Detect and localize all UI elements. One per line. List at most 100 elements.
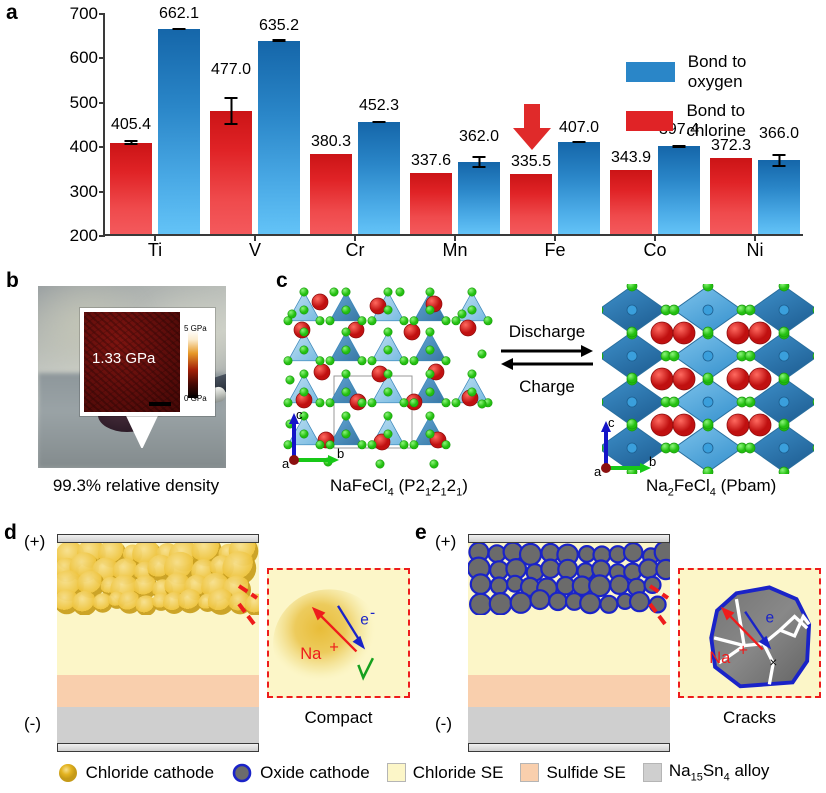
left-structure-caption: NaFeCl4 (P212121) xyxy=(330,476,468,499)
error-bar-Cr-oxygen xyxy=(372,120,386,124)
chlorine-atom xyxy=(315,440,325,450)
error-bar-Mn-oxygen xyxy=(472,156,486,169)
na-ion-sup-d: + xyxy=(329,638,339,656)
bar-group-V: 477.0 635.2 V xyxy=(205,14,305,260)
chlorine-atom xyxy=(375,459,385,469)
check-mark-icon-d xyxy=(357,657,375,681)
chlorine-atom xyxy=(457,309,467,319)
bar-Mn-oxygen: 362.0 xyxy=(458,128,500,234)
chlorine-atom xyxy=(778,466,790,474)
panel-c-crystal-structures: c c b a NaFeCl4 (P2 xyxy=(272,268,826,520)
bar-group-Fe: 335.5 407.0 Fe xyxy=(505,14,605,260)
reaction-arrows: Discharge Charge xyxy=(499,322,595,397)
sulfide-se-swatch xyxy=(520,763,540,782)
negative-terminal-label-e: (-) xyxy=(435,714,452,733)
oxide-cathode-particle xyxy=(579,592,602,615)
iron-atom xyxy=(778,304,790,316)
bar-Fe-oxygen: 407.0 xyxy=(558,119,600,234)
chlorine-atom xyxy=(283,356,293,366)
legend-na-sn-alloy: Na15Sn4 alloy xyxy=(642,761,769,784)
panel-letter-b: b xyxy=(6,269,19,292)
oxide-cathode-circle-icon xyxy=(232,763,252,782)
x-tick-mark-Mn xyxy=(454,234,456,241)
chlorine-atom xyxy=(626,326,638,338)
bar-group-Ni: 372.3 366.0 Ni xyxy=(705,14,805,260)
oxide-cathode-particle xyxy=(548,591,568,612)
bar-value-label-Ti-chlorine: 405.4 xyxy=(110,115,152,133)
legend-item-bond-oxygen: Bond to oxygen xyxy=(626,52,803,92)
chlorine-atom xyxy=(367,398,377,408)
discharge-label: Discharge xyxy=(508,322,586,341)
pressure-value-label: 1.33 GPa xyxy=(92,350,156,367)
chlorine-atom xyxy=(477,349,487,359)
chlorine-atom xyxy=(383,387,393,397)
chlorine-atom xyxy=(425,369,435,379)
bar-Ni-oxygen: 366.0 xyxy=(758,125,800,234)
chlorine-atom xyxy=(409,356,419,366)
bar-value-label-Cr-chlorine: 380.3 xyxy=(310,132,352,150)
chlorine-atom xyxy=(668,350,680,362)
svg-text:b: b xyxy=(337,446,344,461)
chlorine-atom xyxy=(341,345,351,355)
error-bar-Ti-oxygen xyxy=(172,27,186,30)
sodium-atom xyxy=(748,413,772,437)
bar-value-label-Mn-oxygen: 362.0 xyxy=(458,128,500,146)
chlorine-atom xyxy=(626,372,638,384)
chlorine-atom xyxy=(602,444,604,452)
chlorine-atom xyxy=(409,440,419,450)
panel-letter-c: c xyxy=(276,269,288,292)
chlorine-atom xyxy=(341,369,351,379)
chlorine-atom xyxy=(383,345,393,355)
chlorine-atom xyxy=(283,398,293,408)
chloride-cathode-particle xyxy=(92,593,113,613)
oxide-cathode-particle xyxy=(628,591,651,613)
error-bar-Fe-oxygen xyxy=(572,140,586,144)
negative-terminal-label-d: (-) xyxy=(24,714,41,733)
legend-chloride-se: Chloride SE xyxy=(386,763,503,783)
chlorine-atom xyxy=(357,440,367,450)
chloride-se-layer-d xyxy=(57,615,259,675)
iron-atom xyxy=(702,396,714,408)
zoom-caption-e: Cracks xyxy=(723,708,776,727)
reaction-arrow-icons xyxy=(501,345,593,370)
bar-V-oxygen: 635.2 xyxy=(258,17,300,234)
chloride-cathode-particle xyxy=(178,589,203,614)
chlorine-atom xyxy=(778,284,790,292)
oxide-cathode-particle xyxy=(655,558,670,581)
chlorine-atom xyxy=(668,396,680,408)
na-ion-label-e: Na xyxy=(709,649,731,667)
oxide-cathode-particle xyxy=(557,558,579,580)
panel-letter-e: e xyxy=(415,521,427,544)
sodium-atom xyxy=(313,363,331,381)
bar-value-label-Fe-chlorine: 335.5 xyxy=(510,152,552,170)
sodium-atom xyxy=(726,321,750,345)
bar-value-label-Ni-chlorine: 372.3 xyxy=(710,136,752,154)
chlorine-atom xyxy=(383,429,393,439)
chlorine-atom xyxy=(812,444,814,452)
chlorine-atom xyxy=(299,345,309,355)
chlorine-atom xyxy=(441,398,451,408)
y-tick-label-400: 400 xyxy=(69,137,98,157)
chlorine-atom xyxy=(287,309,297,319)
charge-label: Charge xyxy=(519,377,575,396)
y-tick-label-600: 600 xyxy=(69,48,98,68)
bar-Ti-chlorine: 405.4 xyxy=(110,116,152,234)
cracked-particle-diagram: Na + e × xyxy=(680,570,819,696)
colorbar-max-label: 5 GPa xyxy=(184,324,207,333)
chlorine-atom xyxy=(451,316,461,326)
chlorine-atom xyxy=(812,398,814,406)
cathode-layer-e xyxy=(468,543,670,615)
relative-density-caption: 99.3% relative density xyxy=(52,476,220,495)
y-tick-label-200: 200 xyxy=(69,226,98,245)
bar-value-label-Cr-oxygen: 452.3 xyxy=(358,97,400,115)
chlorine-atom xyxy=(409,398,419,408)
sodium-atom xyxy=(650,321,674,345)
sodium-atom xyxy=(726,413,750,437)
chlorine-atom xyxy=(357,398,367,408)
bar-value-label-Ni-oxygen: 366.0 xyxy=(758,125,800,143)
iron-atom xyxy=(626,442,638,454)
chlorine-atom xyxy=(483,316,493,326)
chlorine-atom xyxy=(341,305,351,315)
chlorine-atom xyxy=(467,387,477,397)
oxide-cathode-particle xyxy=(489,576,509,596)
